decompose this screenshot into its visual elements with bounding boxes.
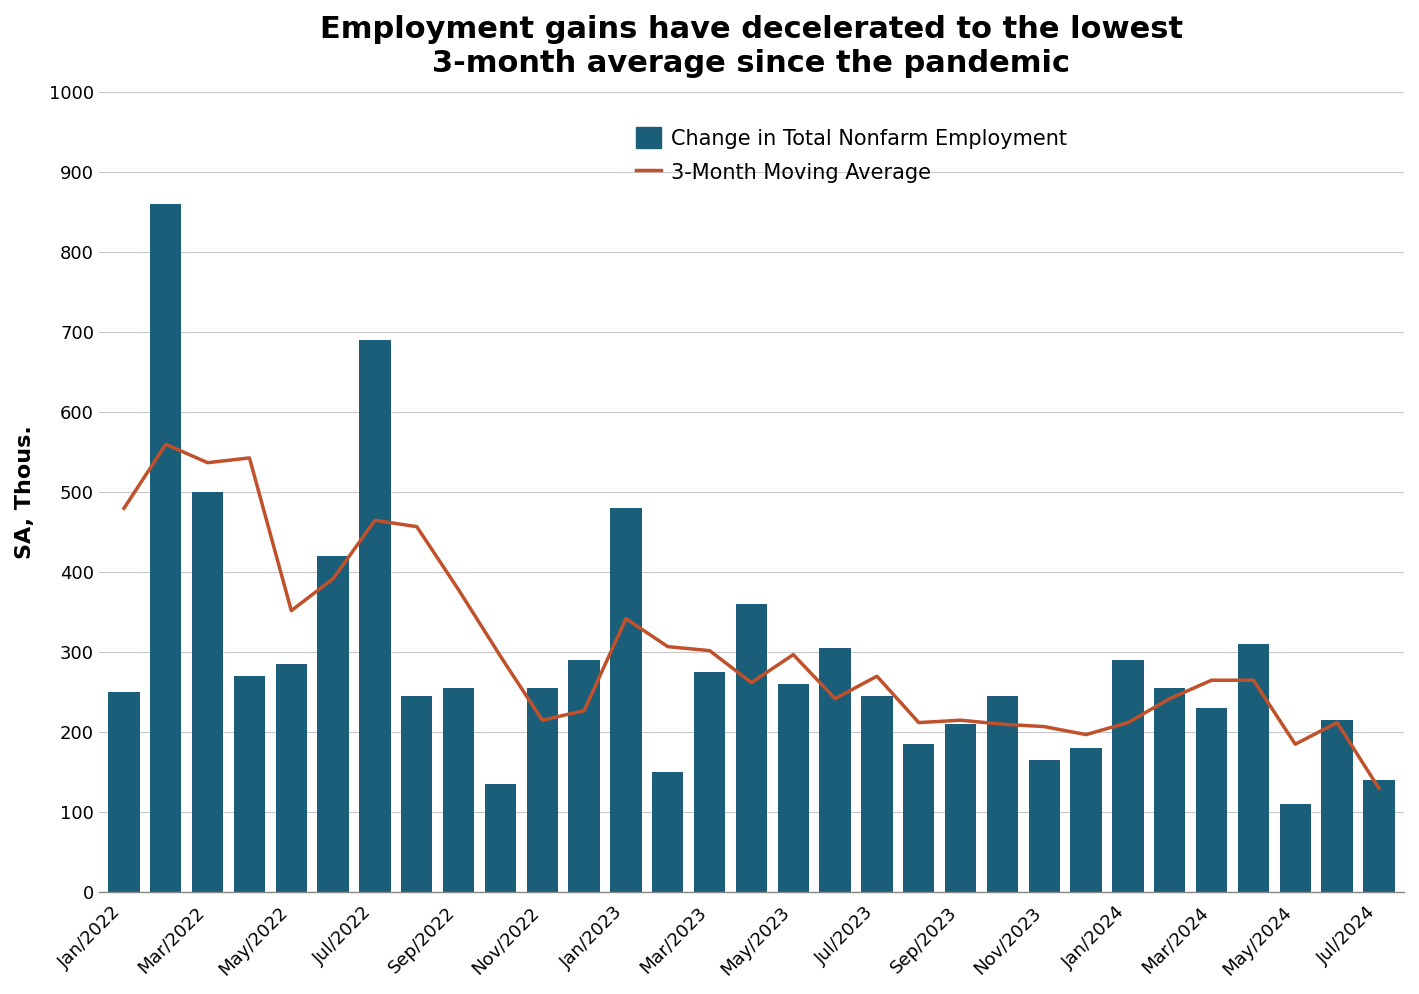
Bar <box>653 772 684 893</box>
Bar <box>610 508 641 893</box>
Bar <box>318 557 349 893</box>
Bar <box>861 696 893 893</box>
Y-axis label: SA, Thous.: SA, Thous. <box>16 425 35 560</box>
Bar <box>1196 708 1227 893</box>
Bar <box>402 696 433 893</box>
Bar <box>1364 780 1395 893</box>
Bar <box>359 340 390 893</box>
Bar <box>1154 688 1185 893</box>
Bar <box>1112 660 1144 893</box>
Bar <box>526 688 558 893</box>
Bar <box>1321 721 1352 893</box>
Bar <box>1029 760 1060 893</box>
Bar <box>1237 644 1269 893</box>
Legend: Change in Total Nonfarm Employment, 3-Month Moving Average: Change in Total Nonfarm Employment, 3-Mo… <box>636 127 1067 183</box>
Bar <box>275 664 307 893</box>
Bar <box>819 648 851 893</box>
Bar <box>1280 804 1311 893</box>
Bar <box>1070 748 1101 893</box>
Bar <box>694 672 725 893</box>
Bar <box>945 725 976 893</box>
Bar <box>485 784 517 893</box>
Bar <box>902 745 935 893</box>
Bar <box>778 684 809 893</box>
Bar <box>108 692 139 893</box>
Bar <box>150 205 182 893</box>
Title: Employment gains have decelerated to the lowest
3-month average since the pandem: Employment gains have decelerated to the… <box>319 15 1183 78</box>
Bar <box>192 492 223 893</box>
Bar <box>735 604 768 893</box>
Bar <box>986 696 1017 893</box>
Bar <box>569 660 600 893</box>
Bar <box>443 688 474 893</box>
Bar <box>234 676 265 893</box>
